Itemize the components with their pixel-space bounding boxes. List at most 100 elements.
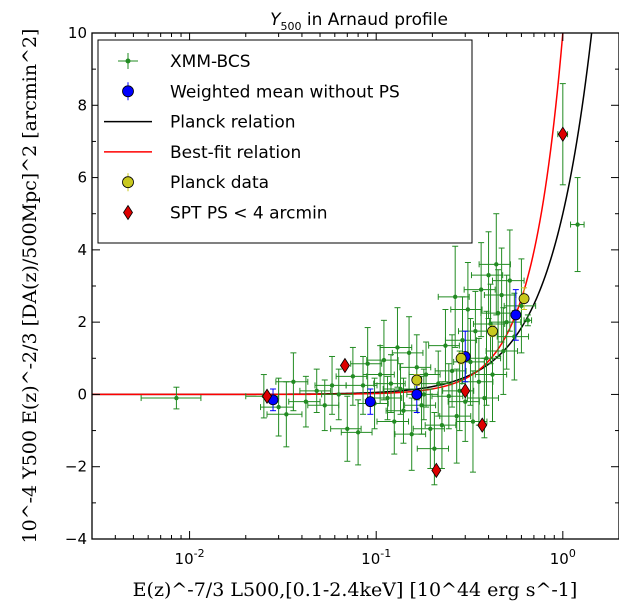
legend: XMM-BCS Weighted mean without PS Planck re… (97, 39, 473, 244)
point-0-13 (345, 355, 378, 415)
marker (575, 222, 580, 227)
point-3-4 (477, 417, 488, 433)
marker (443, 343, 448, 348)
point-0-61 (523, 314, 533, 327)
y-tick-label: 4 (77, 241, 87, 259)
marker (339, 357, 350, 374)
marker (478, 287, 484, 292)
marker (446, 394, 452, 399)
point-0-2 (260, 377, 294, 437)
marker (411, 374, 423, 386)
marker (473, 328, 478, 334)
marker (364, 396, 376, 408)
marker (482, 395, 487, 401)
point-0-12 (340, 399, 373, 466)
legend-item: SPT PS < 4 arcmin (123, 204, 328, 224)
marker (495, 310, 501, 316)
marker (454, 413, 459, 419)
marker (457, 388, 462, 394)
point-3-2 (431, 462, 442, 479)
point-0-53 (478, 213, 511, 316)
marker (381, 357, 387, 363)
legend-label: Planck relation (170, 113, 296, 133)
marker (385, 395, 390, 401)
marker (455, 352, 467, 364)
marker (414, 365, 419, 370)
x-tick-label: 10-1 (361, 547, 391, 568)
marker (428, 426, 433, 431)
point-3-3 (460, 383, 471, 399)
x-tick-label: 100 (550, 547, 576, 568)
marker (350, 374, 356, 379)
marker (395, 345, 400, 350)
point-0-3 (266, 381, 303, 448)
legend-item: Weighted mean without PS (122, 82, 400, 102)
marker (439, 422, 445, 428)
marker (484, 356, 489, 361)
point-0-22 (382, 363, 416, 415)
marker (510, 309, 522, 321)
legend-label: Planck data (170, 173, 269, 193)
marker (431, 462, 442, 479)
y-tick-label: 10 (68, 24, 87, 42)
marker (377, 372, 383, 377)
legend-frame (97, 39, 473, 244)
marker (436, 381, 441, 386)
marker (409, 431, 414, 437)
point-0-58 (492, 229, 525, 332)
point-0-47 (463, 242, 496, 338)
chart-title: Y500 in Arnaud profile (270, 10, 448, 33)
point-0-44 (455, 370, 488, 473)
x-tick-label: 10-2 (175, 547, 205, 568)
legend-item: XMM-BCS (118, 52, 251, 72)
point-0-60 (503, 258, 537, 354)
marker (486, 272, 491, 278)
marker (490, 372, 495, 377)
marker (291, 379, 296, 384)
legend-marker (122, 85, 134, 98)
legend-item: Planck relation (104, 113, 296, 133)
point-3-1 (339, 357, 350, 374)
marker (388, 381, 394, 386)
legend-item: Best-fit relation (104, 143, 301, 163)
point-0-42 (450, 262, 483, 357)
marker (329, 383, 335, 388)
marker (460, 383, 471, 399)
marker (519, 303, 524, 309)
marker (345, 426, 350, 431)
marker (421, 392, 427, 397)
point-0-35 (431, 363, 464, 430)
point-0-5 (288, 375, 321, 428)
point-0-40 (444, 296, 478, 385)
y-tick-label: −4 (65, 530, 87, 548)
point-3-0 (262, 388, 272, 404)
legend-label: SPT PS < 4 arcmin (170, 204, 328, 224)
point-1-1 (364, 388, 376, 415)
point-0-30 (412, 388, 445, 470)
marker (465, 307, 471, 312)
marker (314, 388, 319, 394)
point-0-23 (385, 377, 419, 444)
marker (174, 395, 179, 401)
y-tick-label: 2 (77, 313, 87, 331)
marker (322, 403, 327, 408)
point-2-3 (518, 287, 530, 310)
point-0-21 (379, 307, 413, 388)
point-0-16 (362, 345, 395, 404)
point-3-5 (557, 126, 568, 142)
point-0-11 (335, 346, 368, 406)
point-0-9 (321, 368, 354, 421)
point-0-52 (474, 327, 508, 423)
marker (392, 419, 397, 424)
marker (494, 262, 499, 267)
x-axis-title: E(z)^-7/3 L500,[0.1-2.4keV] [10^44 erg s… (133, 579, 578, 601)
relation-line-2 (92, 33, 564, 396)
point-0-36 (434, 334, 467, 408)
marker (557, 126, 568, 142)
point-0-7 (307, 379, 340, 432)
y-axis-title: 10^-4 Y500 E(z)^-2/3 [DA(z)/500Mpc]^2 [a… (19, 29, 41, 544)
marker (507, 278, 513, 283)
marker (487, 325, 498, 337)
point-0-63 (570, 177, 585, 273)
y-tick-label: 0 (77, 385, 87, 403)
